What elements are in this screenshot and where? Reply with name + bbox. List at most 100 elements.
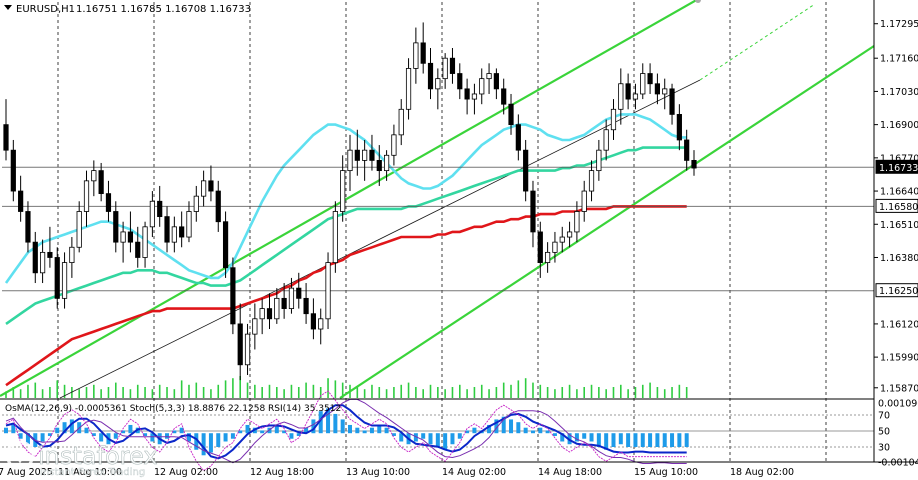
osma-bar (589, 433, 594, 442)
candle-body (405, 68, 412, 110)
candle-body (193, 195, 199, 212)
osma-bar (677, 433, 682, 448)
osma-bar (684, 433, 689, 448)
candle-body (318, 318, 324, 330)
candle-body (127, 231, 134, 243)
price-tick-label: 1.16120 (880, 319, 918, 330)
candle-body (376, 159, 382, 172)
time-label: 11 Aug 10:00 (58, 467, 122, 478)
price-box (875, 283, 918, 298)
osma-bar (333, 413, 338, 434)
channel-median-line (59, 79, 701, 399)
osma-bar (545, 430, 550, 434)
osma-bar (348, 424, 352, 434)
osma-bar (523, 427, 528, 434)
osma-bar (91, 433, 96, 436)
candle-body (457, 73, 463, 90)
candle-body (259, 308, 265, 320)
osma-bar (413, 433, 418, 442)
osma-bar (216, 433, 221, 448)
trend-channel (0, 0, 875, 399)
watermark-brand: instaforex (38, 442, 158, 470)
time-label: 14 Aug 02:00 (442, 467, 506, 478)
candle-body (340, 170, 346, 212)
candle-body (442, 57, 448, 80)
axis-labels: 1.17295 1.17160 1.17030 1.16900 1.16770 1.166… (0, 19, 918, 478)
candle-body (413, 42, 419, 69)
candle-body (588, 170, 595, 192)
price-box-label: 1.16580 (879, 202, 918, 213)
osma-bar (40, 433, 45, 442)
watermark-tagline: Instant Forex Trading (40, 467, 145, 478)
candle-body (427, 62, 434, 90)
price-tick-label: 1.16900 (880, 120, 918, 131)
osma-bar (245, 424, 250, 434)
osma-bar (421, 433, 426, 439)
osma-bar (648, 433, 653, 448)
osma-bar (4, 427, 8, 434)
candle-body (508, 103, 514, 126)
osma-bar (55, 427, 60, 434)
stoch-line (5, 398, 687, 464)
candle-body (186, 211, 192, 238)
candle-body (3, 124, 9, 151)
indicator-tick-label: 30 (878, 443, 890, 454)
candle-body (559, 236, 565, 243)
candle-body (25, 211, 31, 243)
osma-bar (443, 433, 448, 450)
osma-bar (369, 427, 374, 434)
indicator-tick-label: 50 (878, 427, 890, 438)
osma-bar (618, 433, 623, 445)
osma-bar (516, 422, 521, 434)
osma-bar (223, 433, 228, 442)
candle-body (398, 108, 404, 136)
time-label: 12 Aug 02:00 (154, 467, 218, 478)
macd-line (5, 404, 687, 460)
osma-bar (150, 433, 155, 442)
dropdown-triangle-icon[interactable] (4, 5, 12, 10)
price-tick-label: 1.17030 (880, 87, 918, 98)
osma-bar (25, 433, 30, 445)
horizontal-levels (2, 166, 874, 292)
candle-body (266, 308, 273, 320)
osma-bar (84, 427, 89, 434)
time-label: 7 Aug 2025 (0, 467, 53, 478)
osma-bar (538, 427, 543, 434)
candle-body (32, 241, 38, 274)
candle-body (464, 88, 470, 100)
candle-body (523, 149, 529, 192)
osma-bar (289, 433, 294, 439)
price-tick-label: 1.16510 (880, 220, 918, 231)
price-box (875, 159, 918, 174)
candle-body (325, 262, 331, 320)
osma-bar (384, 427, 389, 434)
watermark: instaforex Instant Forex Trading (5, 440, 158, 478)
osma-bar (172, 430, 177, 434)
osma-bar (391, 433, 396, 436)
osma-bar (260, 430, 265, 434)
osma-bar (611, 433, 616, 448)
osma-bar (509, 419, 514, 434)
osma-bar (377, 424, 382, 434)
candle-body (471, 93, 478, 100)
candle-body (596, 149, 602, 172)
candle-body (691, 159, 697, 169)
osma-bar (201, 433, 206, 456)
stoch-signal-line (5, 390, 687, 472)
osma-bar (186, 433, 191, 442)
candle-body (244, 333, 251, 366)
candle-body (552, 241, 558, 253)
candle-body (171, 226, 177, 243)
osma-bar (274, 424, 279, 434)
candle-body (479, 78, 485, 95)
candle-body (662, 88, 668, 95)
osma-bar (165, 433, 170, 439)
osma-bar (574, 433, 579, 442)
osma-bar (552, 433, 557, 436)
ohlc-readout: 1.16751 1.16785 1.16708 1.16733 (76, 4, 251, 15)
candle-body (105, 193, 112, 212)
osma-bar (487, 424, 492, 434)
price-tick-label: 1.16380 (880, 253, 918, 264)
candle-body (76, 211, 82, 248)
